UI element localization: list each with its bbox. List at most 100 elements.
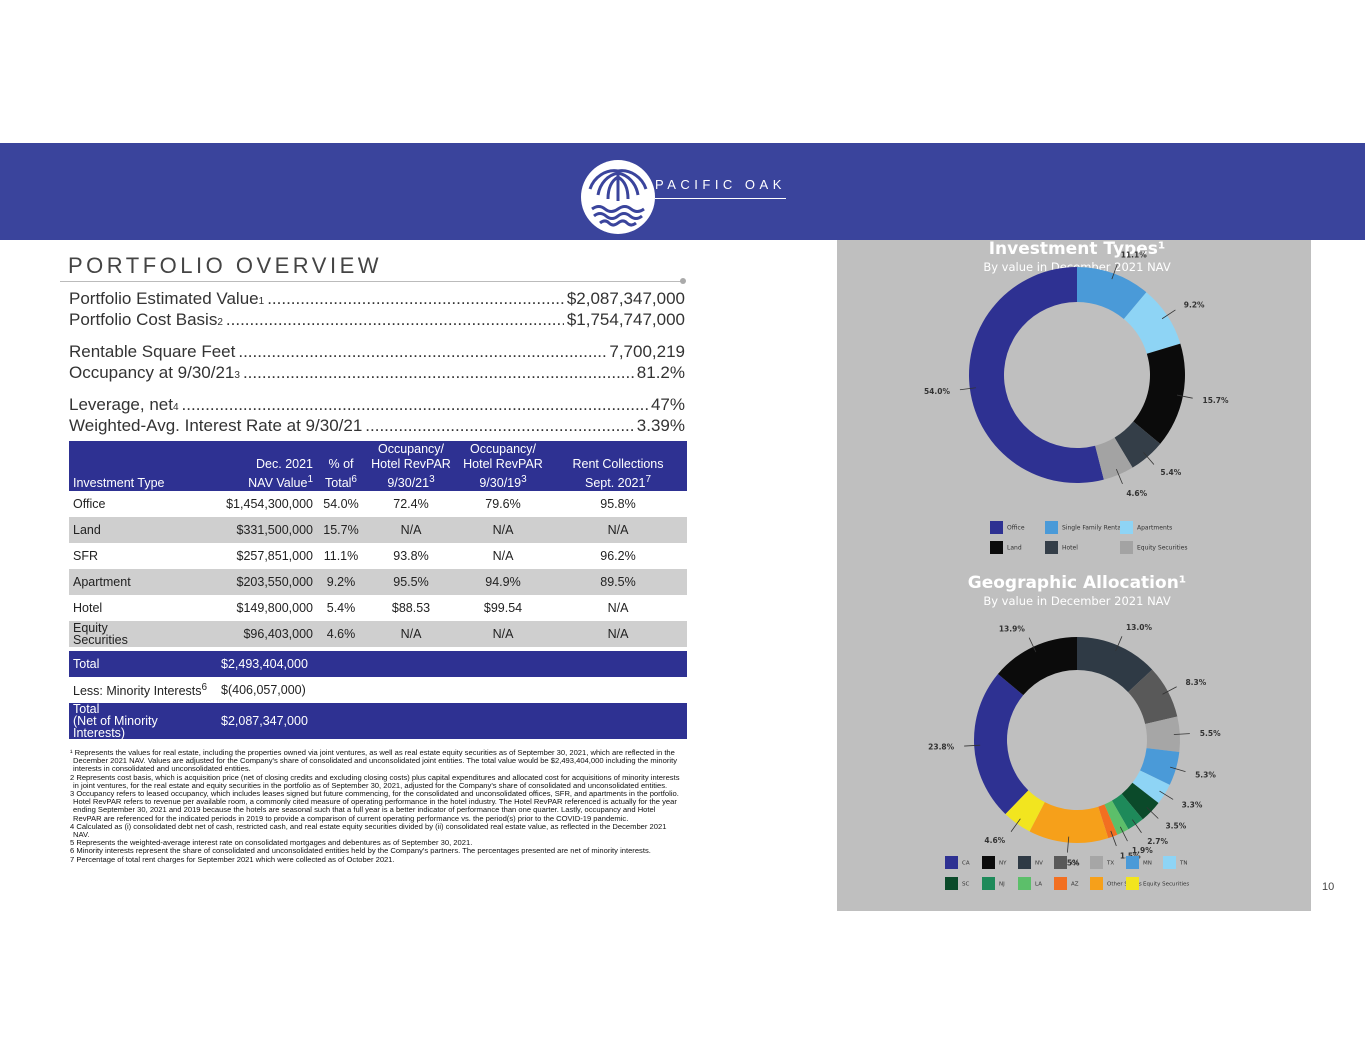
legend-label: CA [962, 861, 970, 867]
header-text: Occupancy/ [469, 441, 536, 456]
donut-segment [1123, 292, 1181, 354]
leader-line [1111, 263, 1118, 280]
summary-label: Portfolio Estimated Value [69, 289, 259, 308]
summary-line: Rentable Square Feet 7,700,219 [69, 342, 685, 363]
legend-swatch [990, 521, 1003, 534]
header-text: % of [328, 456, 354, 471]
donut-segment [974, 673, 1029, 815]
data-label: 2.7% [1147, 837, 1168, 846]
header-text: NAV Value [248, 476, 308, 490]
table-cell: 94.9% [457, 569, 549, 595]
row-label: Total (Net of Minority Interests) [73, 702, 158, 740]
leader-line [964, 744, 981, 747]
row-label: Total [73, 657, 100, 671]
legend-swatch [1120, 541, 1133, 554]
legend-swatch [982, 877, 995, 890]
table-cell: 15.7% [317, 517, 365, 543]
summary-value: 47% [650, 395, 685, 414]
table-cell: 9.2% [317, 569, 365, 595]
table-cell: $99.54 [483, 601, 523, 615]
table-cell: N/A [365, 621, 457, 649]
leader-line [1067, 836, 1070, 853]
table-cell: N/A [549, 517, 687, 543]
table-cell: $257,851,000 [236, 549, 313, 563]
footnote: 3 Occupancy refers to leased occupancy, … [70, 789, 679, 823]
header-text: 9/30/19 [479, 476, 522, 490]
summary-value: 81.2% [636, 362, 685, 382]
leader [267, 289, 564, 309]
table-row: Equity Securities $96,403,000 4.6% N/A N/A N/… [69, 621, 687, 649]
leader-line [1115, 636, 1123, 652]
legend-label: GA [1071, 861, 1079, 867]
donut-segment [1077, 637, 1153, 693]
logo [581, 160, 655, 234]
donut-segment [1077, 267, 1147, 320]
footnote-ref: 6 [351, 473, 357, 485]
table-row: Total (Net of Minority Interests) $2,087,… [69, 703, 687, 739]
donut-segment [1098, 804, 1118, 839]
legend-swatch [1054, 877, 1067, 890]
column-header: Rent Collections Sept. 20217 [549, 441, 687, 491]
legend-label: MN [1143, 861, 1152, 867]
column-header: % of Total6 [317, 441, 365, 491]
summary-group: Rentable Square Feet 7,700,219 Occupancy a… [69, 342, 685, 383]
table-cell: N/A [457, 517, 549, 543]
footnote: 6 Minority interests represent the share… [70, 846, 651, 856]
table-cell: N/A [492, 549, 514, 563]
data-label: 5.3% [1195, 770, 1216, 779]
column-header: Occupancy/Hotel RevPAR 9/30/193 [457, 441, 549, 491]
summary-value: 3.39% [636, 415, 685, 435]
chart-title: Geographic Allocation¹ [968, 573, 1187, 593]
header-band: PACIFIC OAK [0, 143, 1365, 240]
legend-swatch [982, 856, 995, 869]
brand: PACIFIC OAK [655, 177, 786, 199]
donut-segment [1133, 343, 1185, 444]
legend-swatch [1018, 856, 1031, 869]
summary-value: $2,087,347,000 [566, 289, 685, 308]
chart-title: Investment Types¹ [989, 240, 1166, 259]
data-label: 13.9% [999, 625, 1026, 634]
donut-segment [997, 637, 1077, 696]
table-cell: Office [73, 497, 106, 511]
table-cell: $149,800,000 [236, 601, 313, 615]
table-cell: N/A [365, 517, 457, 543]
donut-segment [1114, 421, 1161, 468]
legend-label: Hotel [1062, 545, 1078, 552]
table-cell: Equity Securities [69, 621, 217, 649]
table-cell: $88.53 [391, 601, 431, 615]
legend-label: LA [1035, 882, 1042, 888]
leader [182, 395, 648, 415]
data-label: 4.6% [1126, 489, 1147, 498]
footnote-ref: 1 [307, 473, 313, 485]
summary-line: Portfolio Estimated Value1 $2,087,347,000 [69, 289, 685, 310]
data-label: 5.4% [1160, 468, 1181, 477]
header-text: Rent Collections [572, 456, 664, 471]
table-row: Total $2,493,404,000 [69, 647, 687, 677]
data-label: 9.2% [1184, 300, 1205, 309]
data-label: 5.5% [1200, 729, 1221, 738]
chart-panel: Investment Types¹ By value in December 20… [837, 239, 1311, 911]
legend-swatch [945, 856, 958, 869]
footnote: 2 Represents cost basis, which is acquis… [70, 772, 680, 790]
title-rule [60, 281, 683, 282]
table-cell: N/A [549, 621, 687, 649]
header-text: 9/30/21 [387, 476, 430, 490]
table-cell: 93.8% [393, 549, 429, 563]
data-label: 3.5% [1165, 821, 1186, 830]
legend-swatch [1054, 856, 1067, 869]
rule-dot [680, 278, 686, 284]
donut-segment [1029, 802, 1109, 843]
summary-label: Weighted-Avg. Interest Rate at 9/30/21 [69, 415, 363, 435]
donut-segment [1128, 669, 1178, 725]
table-cell: 5.4% [326, 601, 356, 615]
leader [226, 310, 564, 330]
legend-label: SC [962, 882, 969, 888]
table-cell: 54.0% [323, 497, 359, 511]
legend-swatch [1018, 877, 1031, 890]
legend-swatch [1045, 541, 1058, 554]
leader-line [1115, 468, 1123, 485]
table-cell: $2,087,347,000 [217, 703, 365, 739]
